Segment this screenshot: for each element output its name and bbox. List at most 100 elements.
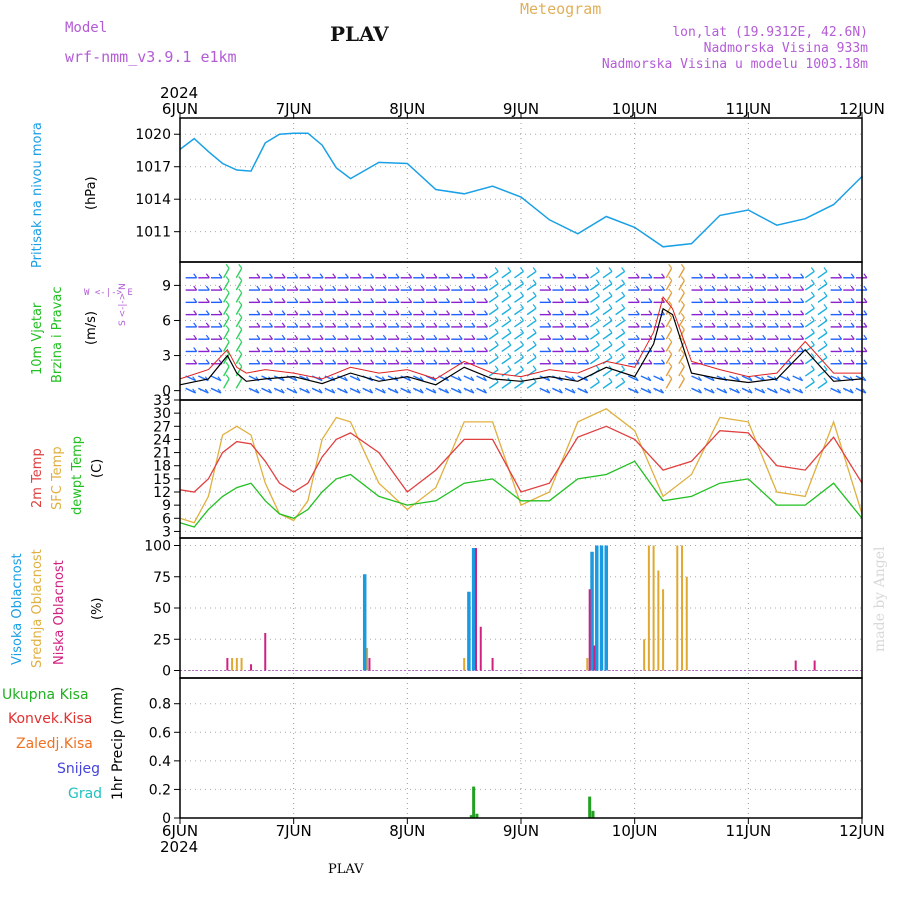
wind-barb bbox=[235, 304, 243, 315]
wind-barb-flag bbox=[238, 325, 243, 331]
wind-barb bbox=[615, 356, 626, 365]
wind-barb-flag bbox=[680, 374, 685, 380]
wind-barb bbox=[589, 270, 600, 279]
wind-barb-flag bbox=[458, 347, 463, 352]
wind-barb bbox=[779, 387, 791, 394]
wind-barb bbox=[767, 375, 778, 382]
wind-barb bbox=[337, 387, 348, 394]
wind-speed-line bbox=[179, 307, 863, 386]
wind-barb-flag bbox=[787, 285, 792, 291]
legend-convective-rain: Konvek.Kisa bbox=[8, 711, 93, 727]
wind-barb-flag bbox=[294, 334, 299, 340]
wind-barb-flag bbox=[800, 285, 805, 291]
wind-barb-flag bbox=[238, 288, 243, 294]
wind-barb-flag bbox=[558, 388, 563, 394]
wind-barb-flag bbox=[850, 297, 855, 303]
wind-barb bbox=[501, 270, 512, 279]
wind-barb-flag bbox=[850, 359, 855, 365]
wind-barb bbox=[779, 375, 791, 382]
temp-tick-label: 3 bbox=[162, 524, 171, 540]
wind-barb-flag bbox=[307, 285, 311, 291]
wind-barb-flag bbox=[225, 325, 230, 331]
wind-barb-flag bbox=[585, 297, 590, 303]
wind-barb-flag bbox=[193, 285, 198, 291]
wind-barb-flag bbox=[225, 362, 230, 367]
wind-barb-flag bbox=[787, 334, 792, 340]
wind-barb bbox=[349, 375, 361, 382]
wind-tick-label: 6 bbox=[162, 313, 171, 329]
wind-barb-flag bbox=[357, 273, 362, 279]
wind-barb-flag bbox=[344, 347, 349, 352]
wind-barb-flag bbox=[862, 376, 867, 382]
cloud-tick-label: 50 bbox=[153, 601, 171, 617]
wind-barb-flag bbox=[838, 334, 843, 340]
wind-barb-flag bbox=[559, 359, 564, 365]
wind-barb-flag bbox=[356, 376, 361, 382]
wind-barb-flag bbox=[408, 273, 413, 279]
wind-barb-flag bbox=[395, 310, 400, 315]
wind-barb-flag bbox=[736, 273, 741, 279]
wind-barb-flag bbox=[332, 297, 337, 303]
wind-barb bbox=[855, 375, 867, 382]
wind-barb-flag bbox=[661, 285, 666, 291]
wind-barb bbox=[476, 375, 487, 382]
wind-barb-flag bbox=[787, 310, 792, 315]
wind-barb-flag bbox=[810, 316, 815, 321]
wind-barb-flag bbox=[357, 285, 362, 291]
wind-barb-flag bbox=[823, 365, 828, 371]
wind-barb-flag bbox=[494, 328, 499, 334]
wind-barb-flag bbox=[559, 285, 564, 291]
wind-barb-flag bbox=[800, 310, 805, 315]
wind-barb-flag bbox=[193, 322, 198, 328]
wind-barb-flag bbox=[585, 285, 590, 291]
wind-barb-flag bbox=[519, 328, 524, 334]
wind-barb-flag bbox=[470, 388, 475, 394]
wind-barb bbox=[804, 381, 815, 389]
wind-barb-flag bbox=[294, 310, 299, 315]
wind-barb-flag bbox=[635, 334, 640, 340]
wind-barb-flag bbox=[218, 322, 223, 328]
wind-barb bbox=[501, 381, 512, 389]
wind-barb-flag bbox=[800, 359, 805, 365]
wind-barb bbox=[817, 295, 828, 303]
wind-barb bbox=[653, 387, 664, 394]
wind-barb-flag bbox=[863, 322, 868, 328]
wind-barb-flag bbox=[395, 273, 400, 279]
wind-barb-flag bbox=[256, 347, 261, 352]
wind-barb-flag bbox=[483, 376, 487, 382]
wind-barb-flag bbox=[735, 376, 740, 382]
model-name: wrf-nmm_v3.9.1 e1km bbox=[65, 48, 237, 66]
wind-barb-flag bbox=[697, 388, 702, 394]
wind-barb-flag bbox=[420, 359, 425, 365]
wind-barb-flag bbox=[810, 291, 815, 297]
wind-barb-flag bbox=[647, 376, 652, 382]
wind-barb-flag bbox=[572, 334, 577, 340]
wind-barb-flag bbox=[823, 303, 828, 309]
wind-barb-flag bbox=[710, 388, 715, 394]
wind-barb-flag bbox=[269, 359, 274, 365]
wind-barb bbox=[539, 375, 551, 382]
wind-barb-flag bbox=[484, 322, 489, 328]
wind-barb-flag bbox=[446, 273, 451, 279]
wind-barb-flag bbox=[357, 347, 362, 352]
wind-barb-flag bbox=[281, 297, 286, 303]
wind-barb-flag bbox=[484, 310, 489, 315]
wind-barb-flag bbox=[532, 303, 537, 309]
wind-barb-flag bbox=[571, 388, 576, 394]
wind-barb bbox=[564, 387, 576, 394]
wind-barb-flag bbox=[256, 273, 261, 279]
wind-barb-flag bbox=[420, 310, 425, 315]
wind-barb bbox=[640, 387, 652, 394]
wind-barb bbox=[438, 387, 449, 394]
x-tick-label-bottom: 6JUN bbox=[162, 822, 198, 840]
wind-barb-flag bbox=[786, 388, 791, 394]
wind-barb-flag bbox=[382, 297, 387, 303]
wind-barb bbox=[615, 344, 626, 353]
wind-barb-flag bbox=[238, 300, 243, 306]
wind-barb-flag bbox=[507, 365, 512, 371]
wind-barb bbox=[855, 387, 867, 394]
wind-barb-flag bbox=[748, 388, 753, 394]
wind-barb-flag bbox=[799, 388, 804, 394]
wind-barb-flag bbox=[680, 263, 685, 269]
wind-barb-flag bbox=[823, 377, 828, 383]
